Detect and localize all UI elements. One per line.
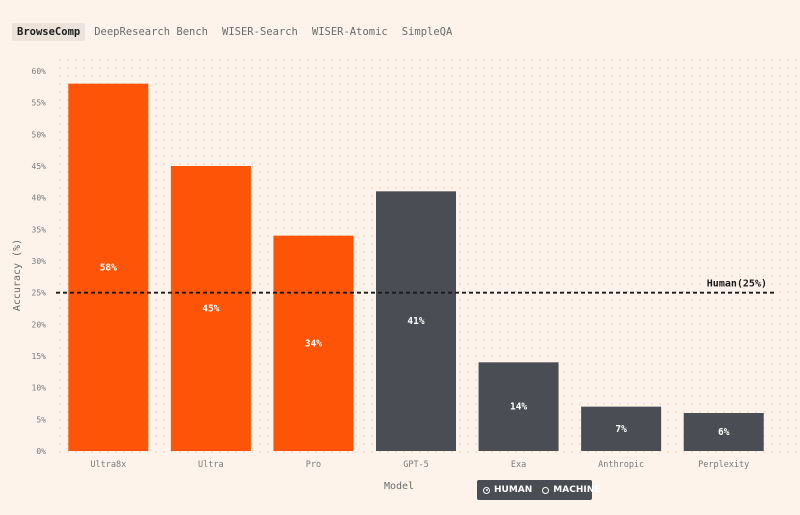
- x-tick-label: Ultra8x: [90, 460, 126, 470]
- bar-data-label: 58%: [100, 262, 117, 273]
- bar-data-label: 7%: [615, 424, 627, 435]
- bars: 58% 45% 34% 41% 14% 7% 6%: [68, 83, 764, 452]
- y-tick-label: 30%: [32, 257, 47, 266]
- tab-browsecomp[interactable]: BrowseComp: [12, 23, 86, 41]
- x-tick-label: Pro: [306, 460, 321, 470]
- y-tick-label: 0%: [36, 447, 46, 456]
- human-option-label: HUMAN: [494, 485, 533, 495]
- tab-wiser-atomic[interactable]: WISER-Atomic: [311, 26, 388, 38]
- x-tick-label: Anthropic: [598, 460, 644, 470]
- tab-deepresearch-bench[interactable]: DeepResearch Bench: [94, 26, 209, 38]
- human-reference-label: Human(25%): [707, 279, 767, 290]
- y-tick-label: 20%: [32, 320, 47, 329]
- bar-data-label: 45%: [202, 304, 219, 315]
- bar-data-label: 14%: [510, 402, 527, 413]
- x-tick-label: Exa: [511, 460, 526, 470]
- bar-ultra[interactable]: [170, 166, 251, 451]
- bar-data-label: 34%: [305, 338, 322, 349]
- machine-option-label: MACHINE: [553, 485, 601, 495]
- bar-pro[interactable]: [273, 235, 354, 451]
- y-axis: 0% 5% 10% 15% 20% 25% 30% 35% 40% 45% 50% 55% 60%: [32, 67, 47, 456]
- y-tick-label: 45%: [32, 162, 47, 171]
- radio-unselected-icon: [542, 486, 550, 494]
- bar-ultra8x[interactable]: [68, 83, 149, 452]
- bar-gpt-5[interactable]: [376, 191, 456, 452]
- y-tick-label: 55%: [32, 99, 47, 108]
- bar-data-label: 6%: [718, 427, 730, 438]
- bar-perplexity[interactable]: [683, 413, 764, 451]
- tab-simpleqa[interactable]: SimpleQA: [401, 26, 453, 38]
- y-tick-label: 25%: [32, 289, 47, 298]
- human-machine-toggle: HUMAN MACHINE: [477, 480, 600, 500]
- y-tick-label: 15%: [32, 352, 47, 361]
- y-tick-label: 10%: [32, 384, 47, 393]
- y-tick-label: 35%: [32, 225, 47, 234]
- x-tick-label: Perplexity: [698, 460, 749, 470]
- x-tick-label: Ultra: [198, 460, 224, 470]
- y-tick-label: 60%: [32, 67, 47, 76]
- x-tick-label: GPT-5: [403, 460, 429, 470]
- radio-selected-icon: [483, 486, 490, 494]
- bar-anthropic[interactable]: [581, 406, 662, 451]
- bar-exa[interactable]: [478, 362, 559, 451]
- benchmark-tabs: BrowseComp DeepResearch Bench WISER-Sear…: [12, 23, 461, 41]
- human-option[interactable]: HUMAN: [483, 485, 532, 495]
- y-axis-label: Accuracy (%): [12, 239, 23, 311]
- y-tick-label: 40%: [32, 194, 47, 203]
- y-tick-label: 50%: [32, 130, 47, 139]
- machine-option[interactable]: MACHINE: [542, 485, 600, 495]
- tab-wiser-search[interactable]: WISER-Search: [222, 26, 298, 38]
- y-tick-label: 5%: [36, 415, 46, 424]
- x-axis: Ultra8x Ultra Pro GPT-5 Exa Anthropic Perplexi…: [90, 460, 749, 470]
- x-axis-label: Model: [384, 481, 414, 492]
- bar-data-label: 41%: [407, 316, 424, 327]
